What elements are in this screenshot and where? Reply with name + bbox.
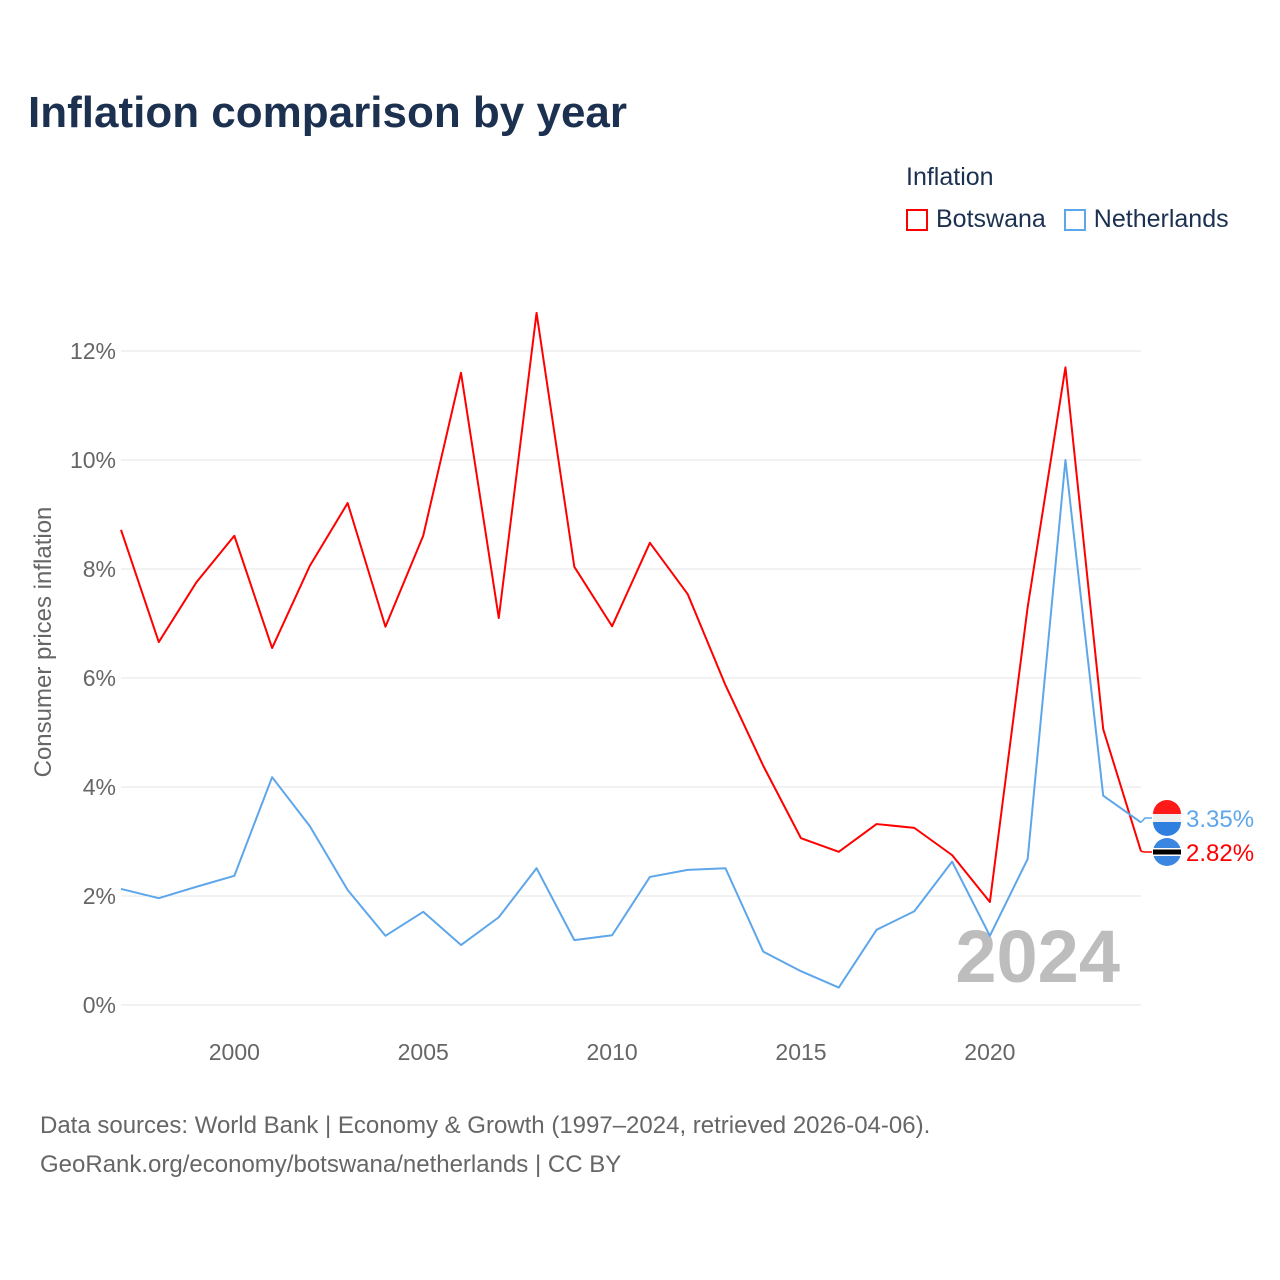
y-tick-label: 2% bbox=[83, 883, 116, 909]
source-text: Data sources: World Bank | Economy & Gro… bbox=[40, 1112, 931, 1139]
y-tick-label: 0% bbox=[83, 992, 116, 1018]
x-tick-label: 2005 bbox=[398, 1039, 449, 1065]
legend: Botswana Netherlands bbox=[906, 205, 1247, 234]
chart-title: Inflation comparison by year bbox=[28, 88, 628, 137]
y-tick-label: 8% bbox=[83, 556, 116, 582]
label-connector bbox=[1140, 817, 1152, 823]
legend-label-botswana: Botswana bbox=[936, 205, 1046, 233]
series-line-botswana bbox=[120, 311, 1142, 903]
end-value-label-netherlands: 3.35% bbox=[1186, 806, 1254, 833]
y-tick-label: 12% bbox=[70, 338, 116, 364]
attribution-text: GeoRank.org/economy/botswana/netherlands… bbox=[40, 1151, 622, 1178]
series-line-netherlands bbox=[120, 459, 1142, 989]
legend-title: Inflation bbox=[906, 163, 994, 191]
legend-item-botswana[interactable]: Botswana bbox=[906, 205, 1046, 234]
y-axis-label: Consumer prices inflation bbox=[30, 507, 57, 778]
legend-swatch-netherlands bbox=[1063, 208, 1086, 231]
end-value-label-botswana: 2.82% bbox=[1186, 840, 1254, 867]
year-watermark: 2024 bbox=[955, 915, 1120, 998]
label-connector bbox=[1140, 850, 1152, 853]
x-tick-label: 2015 bbox=[775, 1039, 826, 1065]
flag-stripe bbox=[1153, 849, 1181, 855]
flag-stripe bbox=[1153, 800, 1181, 814]
footer: Data sources: World Bank | Economy & Gro… bbox=[40, 1106, 930, 1184]
x-tick-label: 2020 bbox=[964, 1039, 1015, 1065]
legend-swatch-botswana bbox=[906, 208, 928, 231]
y-tick-label: 4% bbox=[83, 774, 116, 800]
y-tick-label: 10% bbox=[70, 447, 116, 473]
x-tick-label: 2010 bbox=[587, 1039, 638, 1065]
y-tick-label: 6% bbox=[83, 665, 116, 691]
flag-stripe bbox=[1153, 822, 1181, 836]
x-tick-label: 2000 bbox=[209, 1039, 260, 1065]
legend-item-netherlands[interactable]: Netherlands bbox=[1063, 205, 1229, 234]
legend-label-netherlands: Netherlands bbox=[1093, 205, 1229, 233]
